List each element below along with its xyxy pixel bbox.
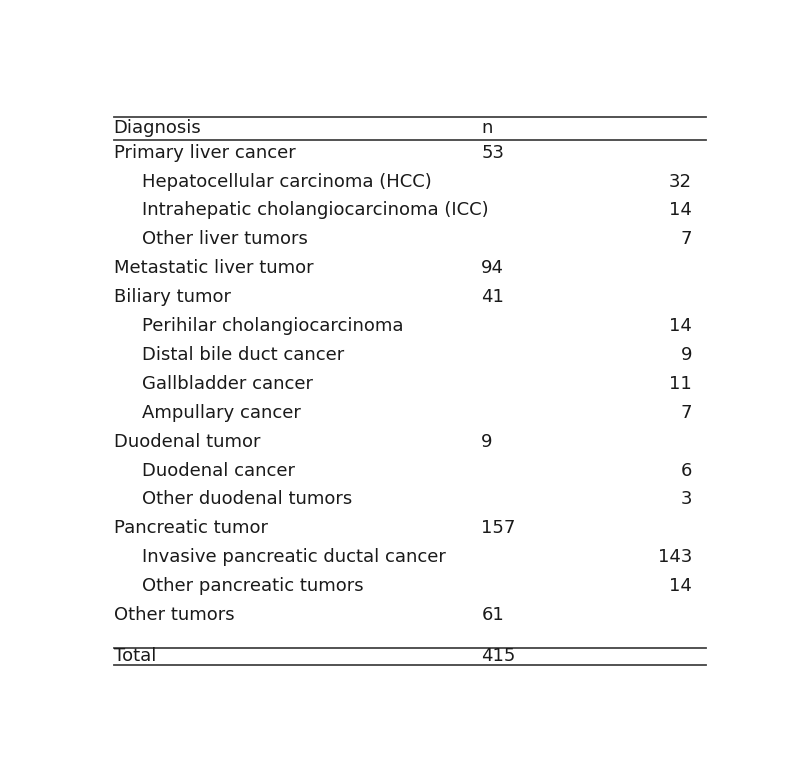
Text: 14: 14	[670, 317, 692, 335]
Text: Other tumors: Other tumors	[114, 606, 234, 624]
Text: n: n	[482, 119, 493, 137]
Text: Intrahepatic cholangiocarcinoma (ICC): Intrahepatic cholangiocarcinoma (ICC)	[142, 201, 488, 220]
Text: 94: 94	[482, 259, 504, 277]
Text: 9: 9	[681, 346, 692, 364]
Text: Perihilar cholangiocarcinoma: Perihilar cholangiocarcinoma	[142, 317, 403, 335]
Text: Other duodenal tumors: Other duodenal tumors	[142, 490, 352, 509]
Text: 3: 3	[681, 490, 692, 509]
Text: 53: 53	[482, 144, 504, 162]
Text: 32: 32	[669, 172, 692, 191]
Text: Invasive pancreatic ductal cancer: Invasive pancreatic ductal cancer	[142, 548, 446, 566]
Text: 7: 7	[681, 231, 692, 248]
Text: 7: 7	[681, 404, 692, 422]
Text: 6: 6	[681, 462, 692, 480]
Text: 143: 143	[658, 548, 692, 566]
Text: Other liver tumors: Other liver tumors	[142, 231, 307, 248]
Text: Diagnosis: Diagnosis	[114, 119, 202, 137]
Text: Gallbladder cancer: Gallbladder cancer	[142, 375, 313, 393]
Text: Hepatocellular carcinoma (HCC): Hepatocellular carcinoma (HCC)	[142, 172, 431, 191]
Text: 415: 415	[482, 647, 516, 666]
Text: Biliary tumor: Biliary tumor	[114, 288, 230, 306]
Text: 157: 157	[482, 519, 516, 538]
Text: 61: 61	[482, 606, 504, 624]
Text: 9: 9	[482, 433, 493, 450]
Text: 14: 14	[670, 201, 692, 220]
Text: Primary liver cancer: Primary liver cancer	[114, 144, 295, 162]
Text: Pancreatic tumor: Pancreatic tumor	[114, 519, 268, 538]
Text: Other pancreatic tumors: Other pancreatic tumors	[142, 578, 363, 595]
Text: Ampullary cancer: Ampullary cancer	[142, 404, 301, 422]
Text: Distal bile duct cancer: Distal bile duct cancer	[142, 346, 344, 364]
Text: Total: Total	[114, 647, 156, 666]
Text: 11: 11	[670, 375, 692, 393]
Text: 14: 14	[670, 578, 692, 595]
Text: Duodenal tumor: Duodenal tumor	[114, 433, 260, 450]
Text: Metastatic liver tumor: Metastatic liver tumor	[114, 259, 314, 277]
Text: Duodenal cancer: Duodenal cancer	[142, 462, 294, 480]
Text: 41: 41	[482, 288, 504, 306]
